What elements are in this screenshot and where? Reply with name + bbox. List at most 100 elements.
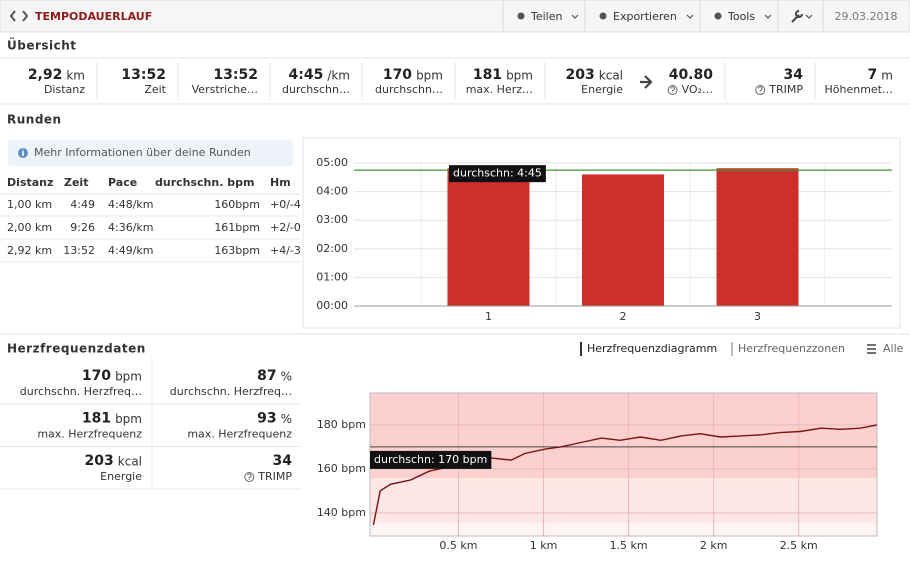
bar[interactable] <box>582 174 664 306</box>
bar[interactable] <box>447 168 530 306</box>
next-icon[interactable] <box>22 10 29 22</box>
help-icon <box>244 472 255 482</box>
stat-value: 93 <box>257 411 276 427</box>
tab[interactable]: Alle <box>883 342 904 355</box>
stat-value: 170 <box>383 67 412 83</box>
stat-unit: bpm <box>115 370 142 384</box>
menu-icon <box>867 344 876 354</box>
table-cell: 4:49/km <box>108 244 154 257</box>
y-tick-label: 180 bpm <box>317 418 366 431</box>
toolbar-button[interactable] <box>502 0 586 33</box>
stat-unit: kcal <box>118 455 142 469</box>
table-header: Distanz <box>7 176 53 189</box>
table-header: Pace <box>108 176 137 189</box>
x-tick-label: 2 km <box>700 539 728 552</box>
bar[interactable] <box>716 168 799 306</box>
help-icon-glyph <box>670 86 675 93</box>
stat-value: 34 <box>784 67 804 83</box>
stat-value: 87 <box>257 368 276 384</box>
stat-label: TRIMP <box>768 83 803 96</box>
table-cell: 163bpm <box>214 244 260 257</box>
section-title: Herzfrequenzdaten <box>7 342 146 356</box>
stat-value: 181 <box>82 411 111 427</box>
table-header: Hm <box>270 176 291 189</box>
stat-value: 203 <box>566 67 595 83</box>
info-text: Mehr Informationen über deine Runden <box>34 146 251 159</box>
button-label[interactable]: Teilen <box>530 10 562 23</box>
stat-value: 2,92 <box>28 67 63 83</box>
stat-unit: km <box>66 69 85 83</box>
stat-value: 170 <box>82 368 111 384</box>
reference-label: durchschn: 4:45 <box>453 167 542 180</box>
tab[interactable]: Herzfrequenzdiagramm <box>587 342 717 355</box>
button-label[interactable]: Tools <box>727 10 755 23</box>
stat-value: 203 <box>85 453 114 469</box>
date: 29.03.2018 <box>835 10 898 23</box>
stat-label: max. Herzfrequenz <box>37 428 142 441</box>
stat-unit: kcal <box>599 69 623 83</box>
stat-value: 34 <box>273 453 293 469</box>
arrow-icon <box>640 75 653 89</box>
caret-icon <box>571 14 579 19</box>
x-tick-label: 2.5 km <box>780 539 818 552</box>
reference-label: durchschn: 170 bpm <box>374 453 487 466</box>
table-cell: 2,00 km <box>7 221 52 234</box>
table-header: Zeit <box>64 176 88 189</box>
reference-label-bg <box>370 450 492 469</box>
table-cell: +4/-3 <box>270 244 301 257</box>
tab[interactable]: Herzfrequenzzonen <box>738 342 845 355</box>
table-cell: 1,00 km <box>7 198 52 211</box>
stat-label: max. Herz… <box>466 83 533 96</box>
table-cell: 9:26 <box>70 221 95 234</box>
x-tick-label: 3 <box>754 310 761 323</box>
stat-label: Verstriche… <box>192 83 258 96</box>
stat-label: Energie <box>100 470 142 483</box>
stat-label: Höhenmet… <box>824 83 893 96</box>
page-title: TEMPODAUERLAUF <box>35 10 152 23</box>
stat-value: 7 <box>868 67 878 83</box>
prev-icon[interactable] <box>9 10 16 22</box>
stat-value: 40.80 <box>669 67 714 83</box>
zone-band <box>370 523 877 536</box>
caret-icon <box>686 14 694 19</box>
stat-unit: bpm <box>115 412 142 426</box>
button-icon <box>517 12 525 20</box>
stat-unit: m <box>881 69 893 83</box>
help-icon <box>667 85 678 95</box>
table-cell: 161bpm <box>214 221 260 234</box>
zone-band <box>370 478 877 523</box>
stat-label: Zeit <box>144 83 166 96</box>
y-tick-label: 01:00 <box>316 270 348 283</box>
info-box <box>8 140 293 166</box>
stat-value: 13:52 <box>121 67 166 83</box>
button-label[interactable]: Exportieren <box>613 10 677 23</box>
stat-value: 4:45 <box>288 67 323 83</box>
stat-label: TRIMP <box>257 470 292 483</box>
y-tick-label: 00:00 <box>316 299 348 312</box>
stat-label: Energie <box>581 83 623 96</box>
reference-label-bg <box>449 165 546 183</box>
toolbar: Teilen Exportieren Tools <box>502 0 824 33</box>
stat-unit: % <box>281 412 292 426</box>
stat-label: VO₂… <box>682 83 713 96</box>
stat-label: Distanz <box>44 83 85 96</box>
x-tick-label: 1 <box>485 310 492 323</box>
y-tick-label: 05:00 <box>316 156 348 169</box>
table-cell: 160bpm <box>214 198 260 211</box>
button-icon <box>714 12 722 20</box>
x-tick-label: 2 <box>620 310 627 323</box>
table-cell: 4:36/km <box>108 221 154 234</box>
help-icon <box>755 85 766 95</box>
stat-unit: bpm <box>506 69 533 83</box>
x-tick-label: 0.5 km <box>439 539 477 552</box>
stat-label: durchschn… <box>282 83 350 96</box>
help-icon-glyph <box>758 86 763 93</box>
section-title: Runden <box>7 113 62 127</box>
table-cell: +0/-4 <box>270 198 301 211</box>
y-tick-label: 140 bpm <box>317 506 366 519</box>
y-tick-label: 160 bpm <box>317 462 366 475</box>
y-tick-label: 03:00 <box>316 213 348 226</box>
section-title: Übersicht <box>7 38 77 53</box>
stat-unit: % <box>281 370 292 384</box>
